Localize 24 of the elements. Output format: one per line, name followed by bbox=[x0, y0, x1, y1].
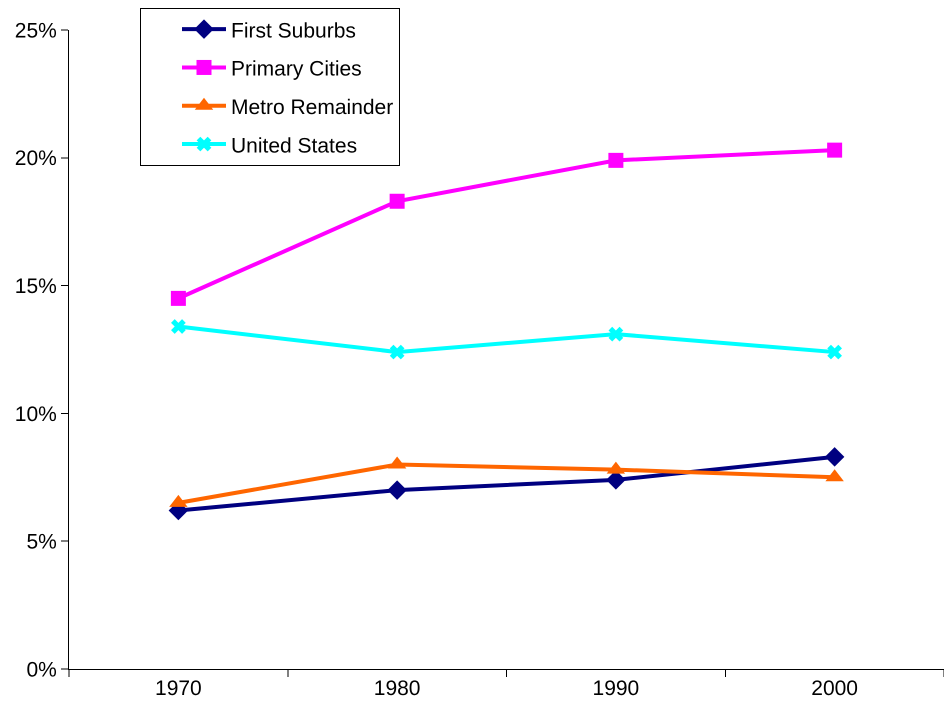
y-tick-label: 0% bbox=[26, 658, 57, 682]
point bbox=[827, 344, 842, 360]
legend-label: United States bbox=[231, 134, 358, 158]
point bbox=[390, 194, 405, 209]
y-tick-label: 5% bbox=[26, 530, 57, 554]
x-tick-label: 1980 bbox=[374, 677, 420, 700]
y-tick-label: 25% bbox=[14, 19, 57, 42]
y-tick-label: 15% bbox=[14, 274, 57, 298]
point bbox=[170, 290, 186, 306]
x-tick-label: 1970 bbox=[155, 677, 202, 700]
legend-label: Primary Cities bbox=[231, 58, 362, 81]
point bbox=[824, 447, 844, 467]
point bbox=[827, 142, 842, 158]
legend-label: First Suburbs bbox=[231, 19, 356, 42]
point bbox=[387, 480, 407, 500]
x-tick-label: 1990 bbox=[592, 677, 640, 700]
y-tick-label: 10% bbox=[14, 402, 57, 426]
point bbox=[608, 326, 624, 342]
point bbox=[608, 152, 624, 168]
y-tick-label: 20% bbox=[14, 147, 57, 170]
x-tick-label: 2000 bbox=[811, 677, 858, 700]
legend-label: Metro Remainder bbox=[231, 96, 394, 119]
point bbox=[390, 344, 404, 360]
point bbox=[171, 319, 186, 334]
